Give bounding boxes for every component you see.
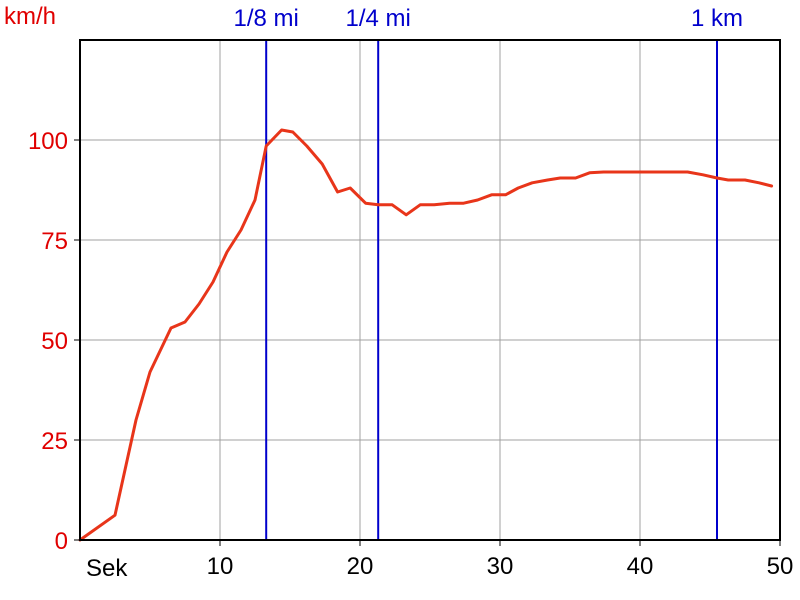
x-tick-label: 30 [487,553,514,580]
speed-series-line [78,128,774,542]
distance-marker-labels: 1/8 mi 1/4 mi 1 km [234,5,743,32]
y-tick-label: 75 [41,228,68,255]
distance-markers [265,40,718,540]
y-tick-label: 50 [41,328,68,355]
x-tick-label: 50 [767,553,794,580]
y-tick-label: 25 [41,428,68,455]
x-tick-label: 20 [347,553,374,580]
gridlines [80,40,781,540]
x-tick-label: 40 [627,553,654,580]
x-tick-labels: 10 20 30 40 50 [207,540,794,580]
y-tick-label: 0 [55,528,68,555]
y-tick-label: 100 [28,128,68,155]
y-axis-label: km/h [4,3,56,30]
y-tick-labels: 0 25 50 75 100 [28,128,80,555]
x-axis-label: Sek [86,555,128,582]
plot-frame [79,39,781,541]
distance-marker-label: 1/4 mi [346,5,411,32]
distance-marker-label: 1 km [691,5,743,32]
distance-marker-label: 1/8 mi [234,5,299,32]
x-tick-label: 10 [207,553,234,580]
